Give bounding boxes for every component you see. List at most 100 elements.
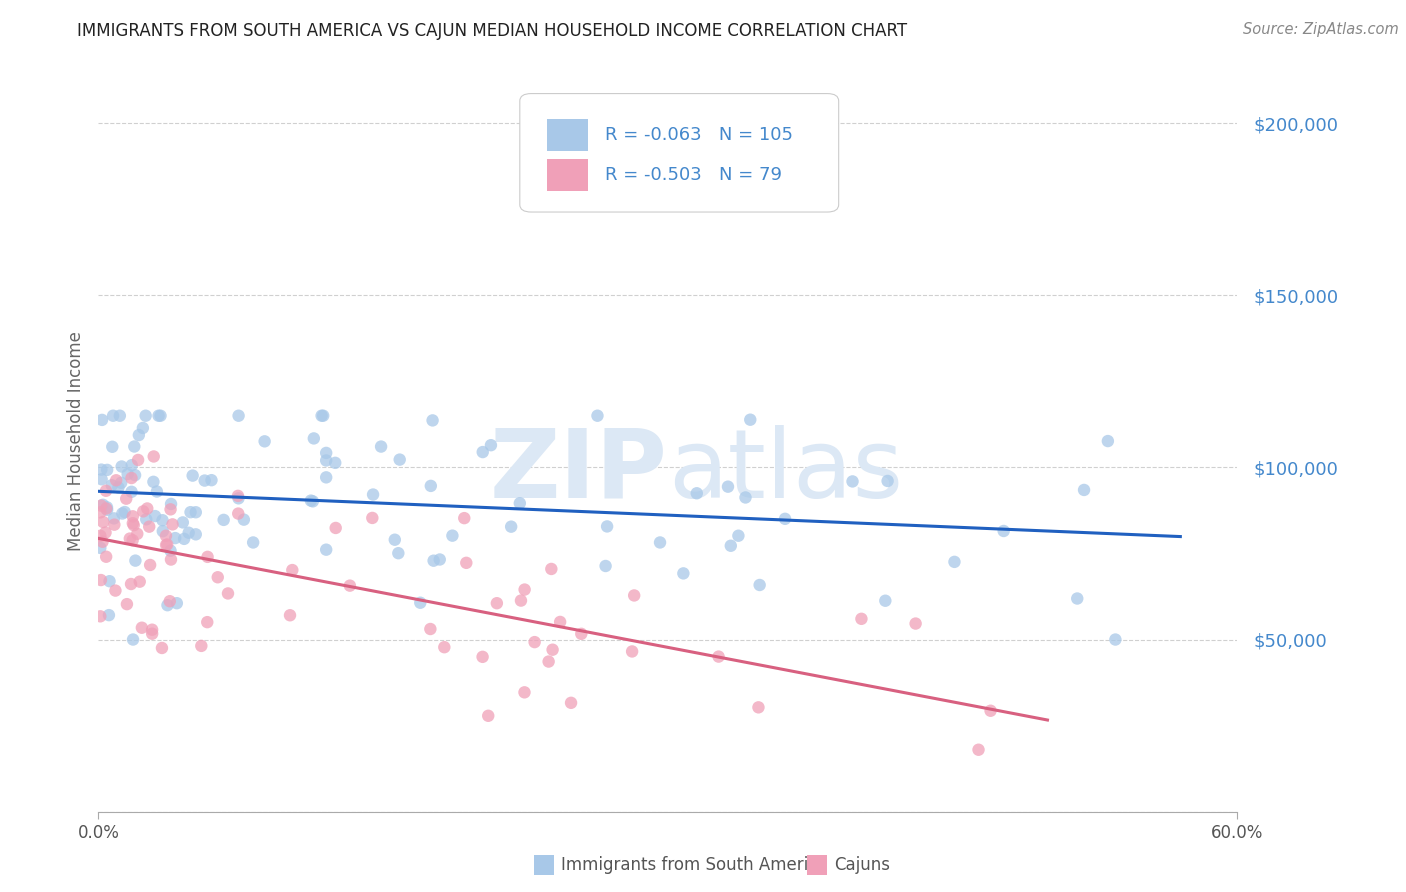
Point	[131, 621, 153, 635]
Point	[98, 574, 121, 589]
Point	[513, 685, 536, 699]
Point	[315, 453, 337, 467]
FancyBboxPatch shape	[547, 119, 588, 152]
Point	[96, 549, 118, 564]
Point	[325, 521, 347, 535]
Point	[370, 440, 392, 454]
Point	[596, 519, 619, 533]
Point	[159, 502, 181, 516]
Point	[152, 524, 174, 538]
Point	[160, 497, 183, 511]
Point	[124, 440, 146, 454]
Point	[96, 501, 118, 516]
Point	[135, 409, 157, 423]
Point	[851, 612, 873, 626]
Point	[155, 538, 177, 552]
Point	[339, 579, 361, 593]
Point	[510, 593, 533, 607]
Point	[172, 516, 194, 530]
FancyBboxPatch shape	[520, 94, 839, 212]
Point	[127, 453, 149, 467]
FancyBboxPatch shape	[547, 159, 588, 191]
Point	[540, 562, 562, 576]
Point	[621, 644, 644, 658]
Point	[312, 409, 335, 423]
Point	[212, 513, 235, 527]
Point	[107, 481, 129, 495]
Point	[114, 505, 136, 519]
Point	[207, 570, 229, 584]
Point	[96, 503, 118, 517]
Point	[156, 537, 179, 551]
Point	[173, 532, 195, 546]
Point	[148, 409, 170, 423]
Point	[121, 516, 143, 531]
Point	[90, 573, 112, 587]
Point	[136, 501, 159, 516]
Point	[301, 494, 323, 508]
Point	[96, 500, 118, 515]
Text: R = -0.063   N = 105: R = -0.063 N = 105	[605, 126, 793, 144]
Point	[139, 558, 162, 572]
Point	[177, 525, 200, 540]
Point	[1066, 591, 1088, 606]
Point	[128, 428, 150, 442]
Point	[281, 563, 304, 577]
Point	[132, 421, 155, 435]
Point	[993, 524, 1015, 538]
Point	[1073, 483, 1095, 497]
Point	[135, 512, 157, 526]
Point	[672, 566, 695, 581]
Point	[105, 473, 128, 487]
Point	[943, 555, 966, 569]
Point	[232, 513, 254, 527]
Point	[523, 635, 546, 649]
Point	[159, 594, 181, 608]
Point	[200, 473, 222, 487]
Point	[226, 507, 249, 521]
Point	[471, 445, 494, 459]
Point	[160, 552, 183, 566]
Point	[121, 533, 143, 548]
Point	[120, 577, 142, 591]
Point	[96, 463, 118, 477]
Point	[278, 608, 301, 623]
Text: R = -0.503   N = 79: R = -0.503 N = 79	[605, 166, 782, 184]
Point	[841, 475, 863, 489]
Point	[90, 499, 112, 513]
Point	[146, 484, 169, 499]
Point	[429, 552, 451, 566]
Point	[302, 431, 325, 445]
Point	[111, 459, 134, 474]
Point	[1097, 434, 1119, 448]
Point	[91, 498, 114, 512]
Point	[90, 462, 112, 476]
Point	[541, 642, 564, 657]
Point	[121, 471, 143, 485]
Point	[226, 489, 249, 503]
Point	[91, 534, 114, 549]
Point	[103, 517, 125, 532]
Point	[253, 434, 276, 449]
Point	[121, 458, 143, 473]
Point	[707, 649, 730, 664]
Point	[299, 493, 322, 508]
Point	[142, 475, 165, 489]
Point	[720, 539, 742, 553]
Text: Source: ZipAtlas.com: Source: ZipAtlas.com	[1243, 22, 1399, 37]
Point	[748, 578, 770, 592]
Point	[361, 511, 384, 525]
Point	[315, 542, 337, 557]
Point	[509, 496, 531, 510]
Point	[103, 511, 125, 525]
Point	[149, 409, 172, 423]
Point	[184, 527, 207, 541]
Point	[479, 438, 502, 452]
Point	[228, 409, 250, 423]
Point	[138, 519, 160, 533]
Point	[686, 486, 709, 500]
Point	[422, 554, 444, 568]
Y-axis label: Median Household Income: Median Household Income	[66, 332, 84, 551]
Point	[876, 474, 898, 488]
Text: Immigrants from South America: Immigrants from South America	[561, 856, 828, 874]
